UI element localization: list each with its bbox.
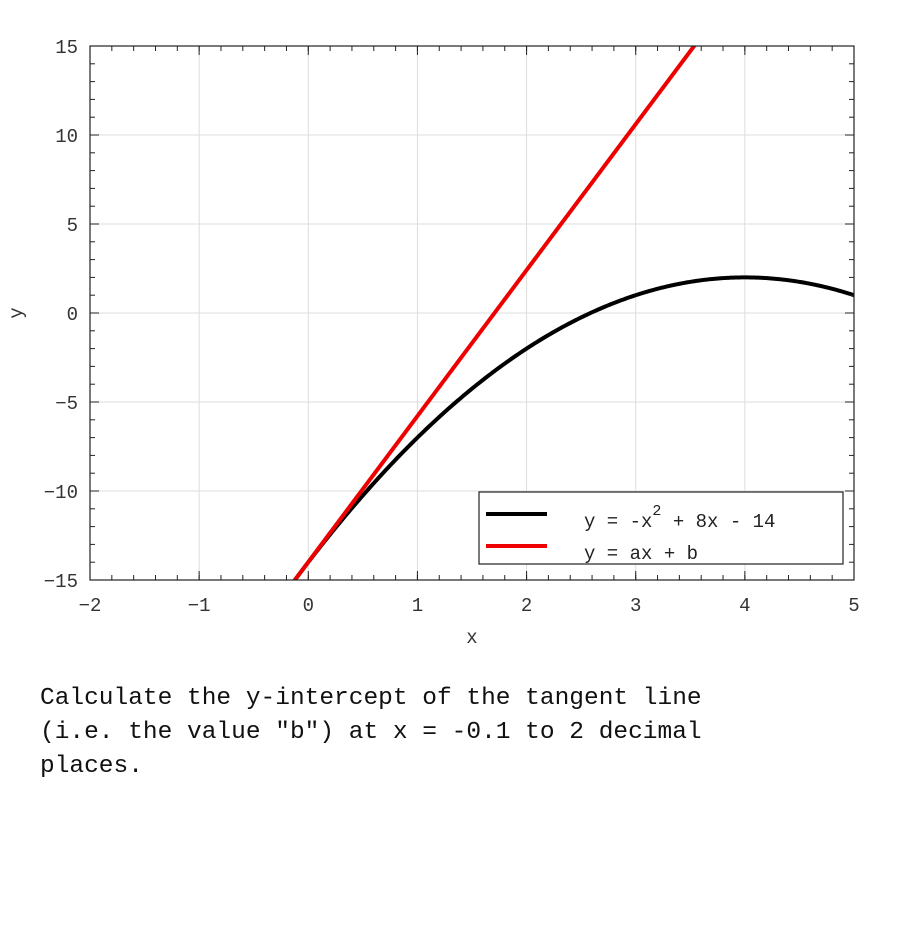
- x-tick-label: 3: [630, 595, 641, 617]
- tangent-line: [292, 46, 697, 580]
- x-tick-label: 0: [303, 595, 314, 617]
- x-tick-label: −2: [79, 595, 102, 617]
- x-tick-label: −1: [188, 595, 211, 617]
- legend-label: y = -x2 + 8x - 14: [584, 503, 775, 533]
- legend: y = -x2 + 8x - 14 y = ax + b: [478, 491, 844, 565]
- y-axis-label: y: [6, 307, 28, 318]
- x-axis-label: x: [466, 627, 477, 649]
- x-tick-label: 2: [521, 595, 532, 617]
- y-tick-label: 15: [55, 37, 78, 59]
- y-tick-label: 0: [67, 304, 78, 326]
- x-tick-label: 1: [412, 595, 423, 617]
- parabola-curve: [292, 275, 854, 580]
- y-tick-label: −5: [55, 393, 78, 415]
- grid: [89, 45, 855, 581]
- plot-lines: [292, 46, 854, 580]
- x-tick-label: 5: [848, 595, 859, 617]
- y-tick-label: 5: [67, 215, 78, 237]
- y-tick-label: 10: [55, 126, 78, 148]
- y-tick-label: −15: [44, 571, 78, 593]
- x-tick-label: 4: [739, 595, 750, 617]
- y-tick-label: −10: [44, 482, 78, 504]
- legend-label: y = ax + b: [584, 543, 698, 565]
- question-text: Calculate the y-intercept of the tangent…: [40, 685, 702, 780]
